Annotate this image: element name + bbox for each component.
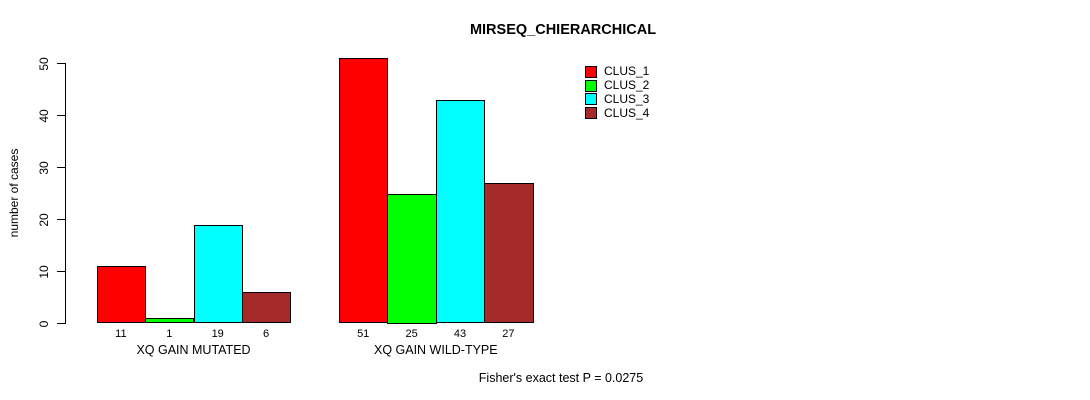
y-axis-tick (57, 323, 65, 324)
y-axis-tick (57, 115, 65, 116)
y-axis-tick-label: 50 (37, 56, 51, 71)
y-axis-line (65, 63, 66, 324)
y-axis-tick (57, 271, 65, 272)
legend-item-clus-2: CLUS_2 (585, 79, 649, 93)
group-label-xq-gain-wild-type: XQ GAIN WILD-TYPE (373, 343, 498, 357)
bar-clus-4-xq-gain-wild-type (484, 183, 534, 324)
bar-clus-2-xq-gain-mutated (145, 318, 195, 324)
y-axis-tick-label: 0 (37, 320, 51, 327)
bar-clus-4-xq-gain-mutated (241, 292, 292, 324)
footer-note: Fisher's exact test P = 0.0275 (478, 371, 644, 385)
y-axis-tick (57, 63, 65, 64)
bar-value-label: 6 (263, 328, 270, 340)
legend-label: CLUS_4 (604, 105, 650, 120)
y-axis-tick-label: 30 (37, 160, 51, 175)
bar-value-label: 11 (115, 328, 127, 340)
y-axis-tick-label: 10 (37, 264, 51, 279)
bar-clus-2-xq-gain-wild-type (387, 193, 437, 324)
legend-item-clus-1: CLUS_1 (585, 65, 649, 79)
group-label-xq-gain-mutated: XQ GAIN MUTATED (136, 343, 251, 357)
bar-value-label: 25 (405, 328, 418, 340)
y-axis-label: number of cases (7, 148, 21, 238)
legend-swatch-icon (585, 107, 597, 120)
legend-swatch-icon (585, 93, 597, 106)
legend-label: CLUS_2 (604, 78, 650, 93)
bar-value-label: 19 (211, 328, 224, 340)
legend-label: CLUS_3 (604, 91, 650, 106)
y-axis-tick (57, 219, 65, 220)
bar-clus-3-xq-gain-mutated (193, 224, 243, 324)
bar-value-label: 27 (502, 328, 515, 340)
legend-swatch-icon (585, 65, 597, 78)
bar-clus-1-xq-gain-mutated (96, 266, 147, 324)
y-axis-tick-label: 20 (37, 212, 51, 227)
legend-item-clus-3: CLUS_3 (585, 91, 650, 107)
bar-clus-3-xq-gain-wild-type (435, 99, 486, 324)
bar-value-label: 1 (166, 328, 173, 340)
bar-clus-1-xq-gain-wild-type (339, 58, 389, 324)
legend-item-clus-4: CLUS_4 (585, 106, 649, 120)
bar-value-label: 43 (453, 328, 467, 340)
legend: CLUS_1 CLUS_2 CLUS_3 CLUS_4 (585, 65, 649, 120)
y-axis-tick (57, 167, 65, 168)
chart-title: MIRSEQ_CHIERARCHICAL (469, 22, 657, 38)
y-axis-tick-label: 40 (37, 108, 51, 123)
legend-label: CLUS_1 (604, 64, 650, 79)
bar-value-label: 51 (357, 328, 370, 340)
legend-swatch-icon (585, 79, 597, 92)
